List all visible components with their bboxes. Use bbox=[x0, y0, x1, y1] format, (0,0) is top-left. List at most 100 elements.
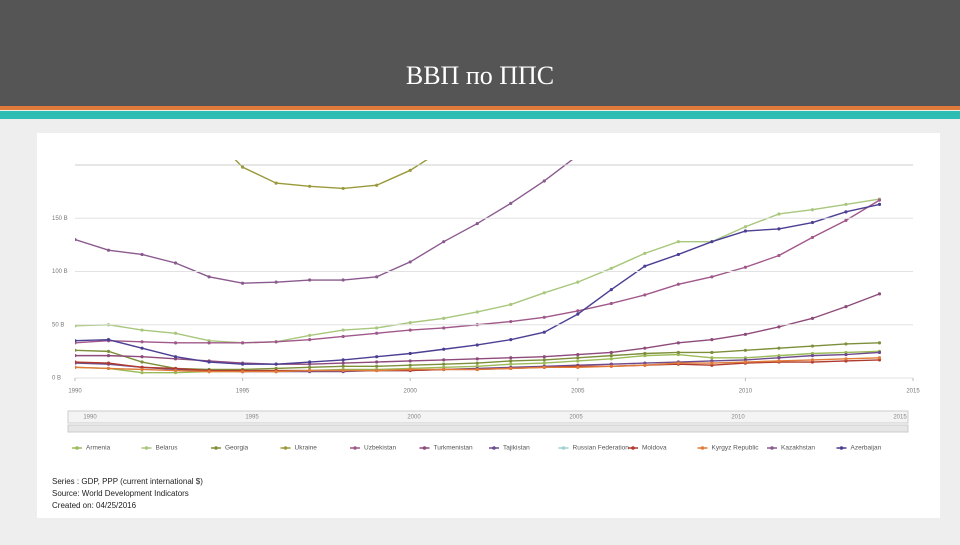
data-point bbox=[140, 328, 144, 332]
legend-label: Russian Federation bbox=[573, 445, 630, 452]
data-point bbox=[710, 275, 714, 279]
data-point bbox=[509, 366, 513, 371]
data-point bbox=[609, 350, 613, 355]
data-point bbox=[576, 365, 580, 369]
data-point bbox=[408, 168, 412, 172]
data-point bbox=[676, 252, 680, 257]
data-point bbox=[207, 275, 211, 279]
data-point bbox=[810, 358, 815, 362]
data-point bbox=[341, 364, 345, 368]
data-point bbox=[375, 368, 379, 373]
data-point bbox=[576, 359, 580, 363]
data-point bbox=[676, 350, 680, 355]
data-point bbox=[844, 202, 848, 207]
data-point bbox=[710, 356, 714, 360]
range-slider[interactable] bbox=[67, 410, 909, 424]
legend-marker bbox=[839, 446, 844, 450]
data-point bbox=[777, 325, 781, 329]
data-point bbox=[140, 355, 144, 359]
data-point bbox=[442, 358, 446, 362]
data-point bbox=[576, 280, 580, 284]
data-point bbox=[173, 368, 178, 373]
data-point bbox=[442, 367, 446, 372]
data-point bbox=[75, 365, 77, 369]
slider-label: 1995 bbox=[245, 415, 259, 421]
data-point bbox=[743, 348, 748, 352]
data-point bbox=[777, 359, 781, 363]
data-point bbox=[375, 275, 379, 279]
data-point bbox=[542, 365, 546, 369]
data-point bbox=[877, 292, 882, 296]
data-point bbox=[877, 350, 882, 355]
data-point bbox=[844, 218, 848, 222]
data-point bbox=[777, 227, 781, 231]
data-point bbox=[475, 357, 479, 361]
data-point bbox=[274, 370, 278, 374]
legend-marker bbox=[214, 446, 218, 450]
data-point bbox=[442, 347, 446, 351]
data-point bbox=[609, 357, 613, 361]
data-point bbox=[676, 361, 680, 365]
data-point bbox=[241, 362, 245, 366]
data-point bbox=[75, 360, 77, 364]
data-point bbox=[408, 367, 412, 372]
data-point bbox=[777, 253, 781, 258]
data-point bbox=[810, 208, 815, 212]
title-bar bbox=[0, 0, 960, 106]
data-point bbox=[375, 355, 379, 359]
data-point bbox=[308, 360, 312, 364]
data-point bbox=[743, 225, 748, 229]
data-point bbox=[106, 248, 111, 252]
data-point bbox=[140, 367, 144, 372]
data-point bbox=[308, 368, 312, 373]
data-point bbox=[777, 212, 781, 216]
data-point bbox=[877, 356, 882, 360]
data-point bbox=[140, 346, 144, 350]
data-point bbox=[609, 288, 613, 292]
data-point bbox=[341, 328, 345, 332]
data-point bbox=[106, 354, 111, 358]
data-point bbox=[173, 355, 178, 359]
data-point bbox=[810, 354, 815, 358]
legend-label: Uzbekistan bbox=[364, 445, 397, 452]
data-point bbox=[341, 186, 345, 191]
data-point bbox=[810, 220, 815, 225]
data-point bbox=[509, 356, 513, 360]
data-point bbox=[173, 261, 178, 265]
data-point bbox=[643, 351, 647, 356]
data-point bbox=[877, 341, 882, 345]
data-point bbox=[341, 278, 345, 282]
x-tick-label: 1995 bbox=[236, 389, 250, 395]
data-point bbox=[408, 351, 412, 356]
data-point bbox=[475, 310, 479, 314]
legend-label: Georgia bbox=[225, 445, 249, 452]
data-point bbox=[542, 179, 546, 183]
data-point bbox=[810, 344, 815, 348]
data-point bbox=[542, 355, 546, 359]
data-point bbox=[308, 278, 312, 282]
data-point bbox=[643, 363, 647, 367]
legend-label: Ukraine bbox=[295, 445, 318, 452]
footer-line: Series : GDP, PPP (current international… bbox=[52, 477, 203, 486]
data-point bbox=[743, 332, 748, 336]
data-point bbox=[75, 339, 77, 343]
data-point bbox=[643, 293, 647, 297]
data-point bbox=[475, 361, 479, 365]
data-point bbox=[542, 358, 546, 362]
data-point bbox=[643, 264, 647, 268]
data-point bbox=[375, 364, 379, 368]
legend-marker bbox=[770, 446, 774, 450]
data-point bbox=[106, 361, 111, 365]
data-point bbox=[140, 360, 144, 364]
legend-marker bbox=[144, 446, 149, 450]
data-point bbox=[509, 359, 513, 363]
data-point bbox=[274, 280, 278, 284]
slider-scroll[interactable] bbox=[67, 424, 909, 433]
data-point bbox=[743, 360, 748, 364]
data-point bbox=[810, 235, 815, 240]
x-tick-label: 2010 bbox=[739, 389, 753, 395]
data-point bbox=[442, 240, 446, 244]
data-point bbox=[442, 326, 446, 330]
slider-label: 2000 bbox=[407, 415, 421, 421]
